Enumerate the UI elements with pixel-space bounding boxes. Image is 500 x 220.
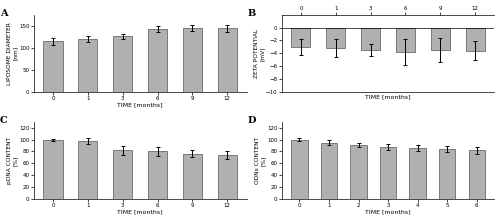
X-axis label: TIME [months]: TIME [months] xyxy=(118,102,163,107)
Bar xyxy=(430,28,450,50)
Bar xyxy=(292,140,308,199)
Bar xyxy=(439,149,455,199)
Bar xyxy=(326,28,345,48)
Bar xyxy=(350,145,366,199)
Bar xyxy=(218,28,237,92)
Bar xyxy=(380,147,396,199)
Bar xyxy=(396,28,415,52)
Text: D: D xyxy=(248,116,256,125)
Bar xyxy=(44,41,62,92)
Bar xyxy=(78,39,98,92)
Y-axis label: pDNA CONTENT
[%]: pDNA CONTENT [%] xyxy=(8,137,18,184)
Bar xyxy=(410,148,426,199)
Bar xyxy=(148,151,167,199)
X-axis label: TIME [months]: TIME [months] xyxy=(365,95,411,100)
X-axis label: TIME [months]: TIME [months] xyxy=(118,209,163,214)
Y-axis label: LIPOSOME DIAMETER
[nm]: LIPOSOME DIAMETER [nm] xyxy=(8,22,18,85)
Bar xyxy=(218,155,237,199)
Y-axis label: ZETA POTENTIAL
[mV]: ZETA POTENTIAL [mV] xyxy=(254,29,264,78)
Y-axis label: ODNs CONTENT
[%]: ODNs CONTENT [%] xyxy=(255,137,266,184)
Text: C: C xyxy=(0,116,8,125)
Bar xyxy=(361,28,380,50)
Bar xyxy=(148,29,167,92)
Bar xyxy=(183,28,202,92)
Bar xyxy=(292,28,310,47)
Bar xyxy=(113,150,132,199)
Bar xyxy=(321,143,337,199)
Text: B: B xyxy=(248,9,256,18)
Text: A: A xyxy=(0,9,8,18)
Bar xyxy=(44,140,62,199)
Bar xyxy=(113,36,132,92)
Bar xyxy=(468,150,485,199)
Bar xyxy=(78,141,98,199)
Bar xyxy=(183,154,202,199)
Bar xyxy=(466,28,485,51)
X-axis label: TIME [months]: TIME [months] xyxy=(365,209,411,214)
